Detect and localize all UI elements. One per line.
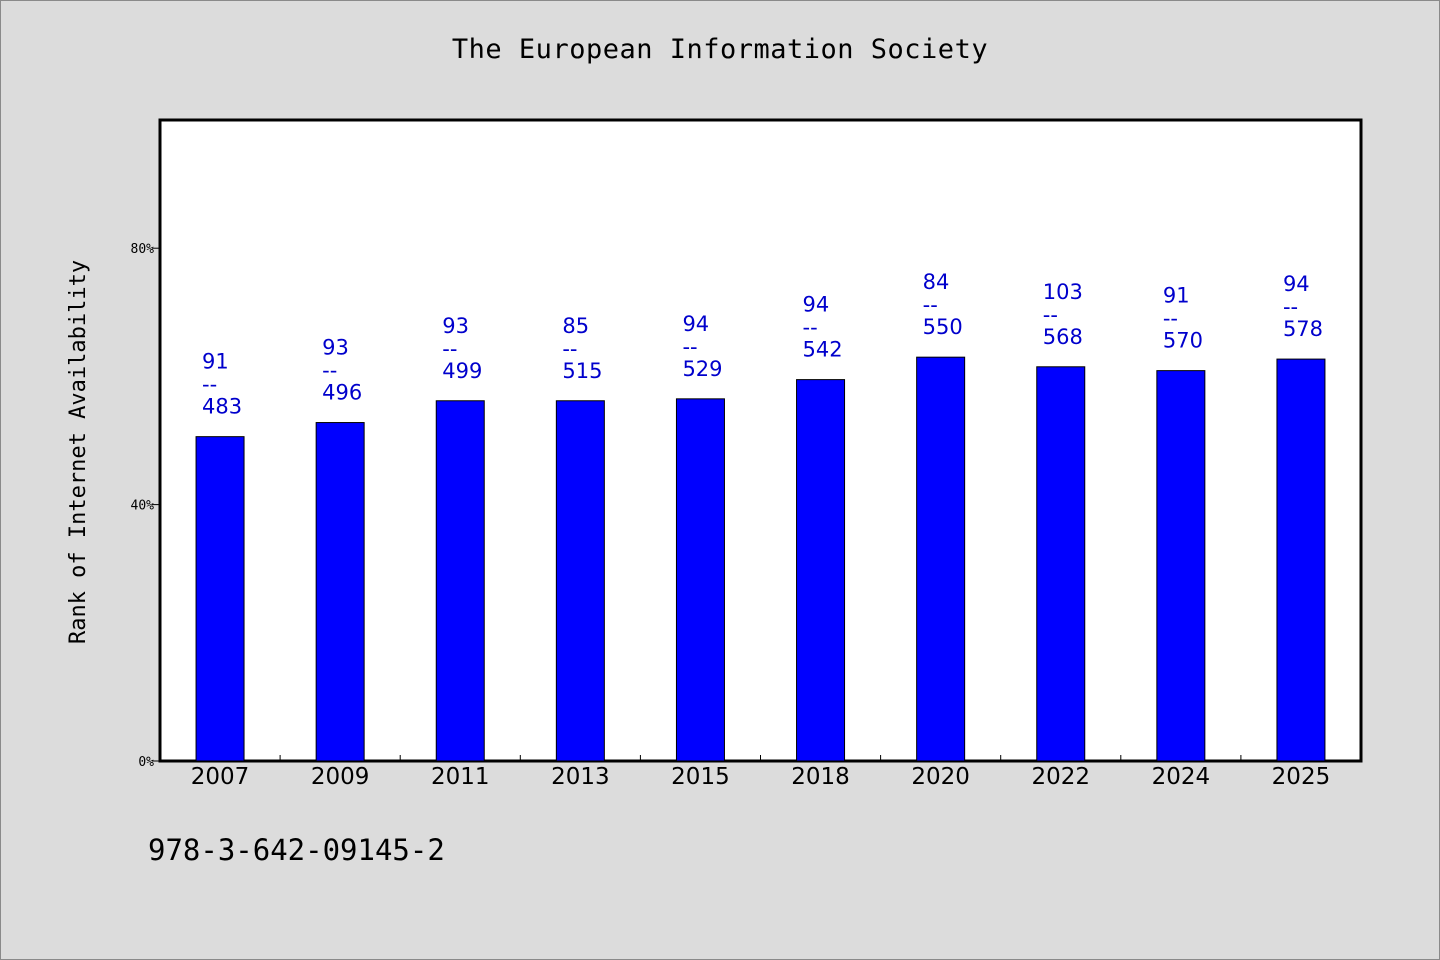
data-label-bottom: 515: [562, 359, 602, 383]
data-label-top: 103: [1043, 280, 1083, 304]
x-tick-label: 2025: [1272, 764, 1331, 790]
data-label-top: 91: [1163, 284, 1190, 308]
data-label-separator: --: [202, 373, 217, 397]
y-tick-label: 0%: [138, 755, 154, 770]
x-tick-label: 2011: [431, 764, 490, 790]
data-label-separator: --: [803, 316, 818, 340]
data-label-separator: --: [923, 293, 938, 317]
chart-title: The European Information Society: [451, 34, 989, 65]
bar: [675, 398, 725, 762]
bars: 91--48393--49693--49985--51594--52994--5…: [195, 270, 1326, 762]
data-label-bottom: 550: [923, 315, 963, 339]
data-label-separator: --: [1163, 307, 1178, 331]
data-label-bottom: 499: [442, 359, 482, 383]
data-label-top: 84: [923, 270, 950, 294]
data-label-bottom: 570: [1163, 329, 1203, 353]
data-label-bottom: 578: [1283, 317, 1323, 341]
data-label-top: 94: [1283, 272, 1310, 296]
data-label-separator: --: [682, 335, 697, 359]
data-label-separator: --: [322, 359, 337, 383]
data-label-top: 94: [803, 293, 830, 317]
data-label-bottom: 483: [202, 395, 242, 419]
x-tick-label: 2009: [311, 764, 370, 790]
data-label-separator: --: [1043, 303, 1058, 327]
bar: [555, 400, 605, 762]
y-axis-label: Rank of Internet Availability: [66, 260, 91, 644]
bar: [315, 422, 365, 762]
data-label-bottom: 496: [322, 381, 362, 405]
data-label-top: 85: [562, 314, 589, 338]
isbn-footnote: 978-3-642-09145-2: [148, 833, 445, 867]
bar: [1156, 370, 1206, 762]
y-tick-label: 80%: [131, 242, 155, 257]
bar: [1036, 366, 1086, 762]
x-tick-label: 2015: [671, 764, 730, 790]
data-label-top: 93: [322, 336, 349, 360]
y-axis: 0% 40% 80%: [131, 242, 160, 770]
data-label-top: 93: [442, 314, 469, 338]
data-label-top: 91: [202, 350, 229, 374]
data-label-top: 94: [682, 312, 709, 336]
bar: [1276, 358, 1326, 762]
x-tick-label: 2018: [791, 764, 850, 790]
data-label-bottom: 529: [682, 357, 722, 381]
x-tick-label: 2020: [911, 764, 970, 790]
x-tick-label: 2013: [551, 764, 610, 790]
data-label-separator: --: [442, 337, 457, 361]
data-label-bottom: 568: [1043, 325, 1083, 349]
y-tick-label: 40%: [131, 499, 155, 514]
x-tick-label: 2007: [191, 764, 250, 790]
data-label-separator: --: [1283, 295, 1298, 319]
bar: [796, 379, 846, 762]
x-axis: 2007 2009 2011 2013 2015 2018 2020 2022 2024 2025: [191, 755, 1330, 790]
data-label-separator: --: [562, 337, 577, 361]
x-tick-label: 2022: [1031, 764, 1090, 790]
bar: [435, 400, 485, 762]
bar: [916, 356, 966, 762]
bar: [195, 436, 245, 762]
data-label-bottom: 542: [803, 338, 843, 362]
x-tick-label: 2024: [1152, 764, 1211, 790]
